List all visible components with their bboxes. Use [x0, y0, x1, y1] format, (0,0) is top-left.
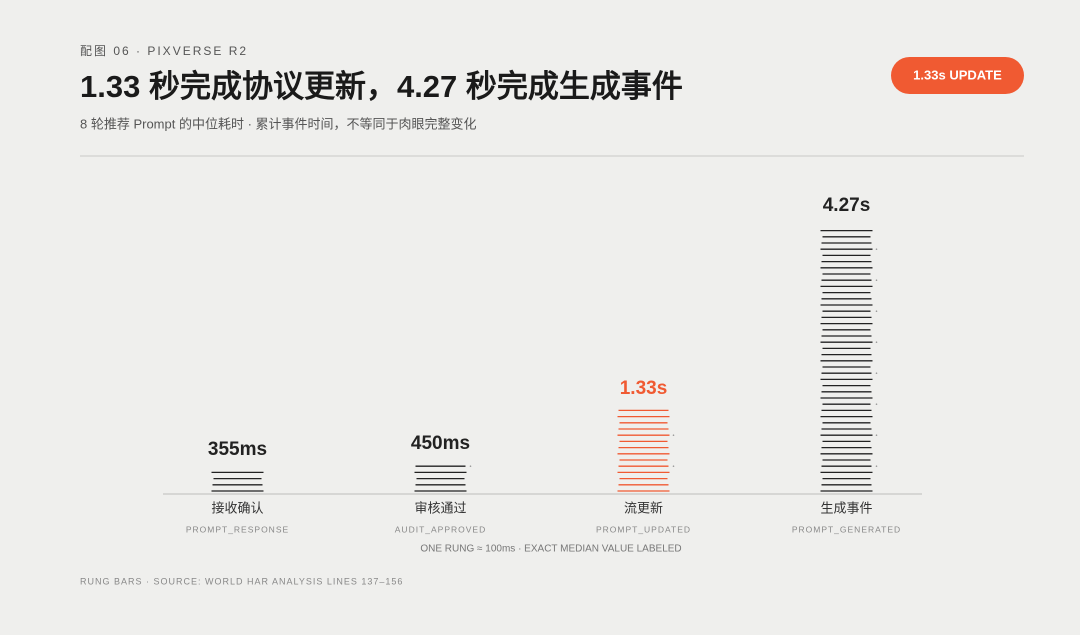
- badge-bg: [891, 57, 1024, 94]
- category-code: PROMPT_RESPONSE: [186, 524, 289, 534]
- value-label: 355ms: [208, 439, 267, 460]
- x-tick-label: 接收确认: [211, 500, 263, 515]
- category-code: AUDIT_APPROVED: [395, 524, 486, 534]
- x-tick-label: 审核通过: [414, 500, 466, 515]
- rung-dot: [875, 465, 878, 468]
- x-tick-label: 生成事件: [820, 500, 872, 515]
- category-code: PROMPT_GENERATED: [792, 524, 901, 534]
- rung-dot: [875, 279, 878, 282]
- rung-dot: [672, 434, 675, 437]
- value-label: 450ms: [411, 433, 470, 454]
- chart-title: 1.33 秒完成协议更新，4.27 秒完成生成事件: [80, 69, 683, 104]
- rung-dot: [469, 465, 472, 468]
- rung-bar: [414, 465, 472, 492]
- rung-dot: [875, 341, 878, 344]
- value-label: 1.33s: [620, 378, 668, 399]
- note: ONE RUNG ≈ 100ms · EXACT MEDIAN VALUE LA…: [420, 544, 681, 555]
- value-label: 4.27s: [823, 195, 871, 216]
- rung-dot: [875, 403, 878, 406]
- kicker: 配图 06 · PIXVERSE R2: [80, 44, 248, 58]
- category-code: PROMPT_UPDATED: [596, 524, 691, 534]
- x-tick-label: 流更新: [624, 500, 663, 515]
- badge: 1.33s UPDATE: [913, 67, 1002, 82]
- rung-bar: [617, 409, 675, 492]
- source: RUNG BARS · SOURCE: WORLD HAR ANALYSIS L…: [80, 576, 403, 586]
- rung-dot: [875, 372, 878, 375]
- rung-dot: [875, 248, 878, 250]
- rung-dot: [672, 465, 675, 468]
- rung-dot: [875, 434, 878, 437]
- rung-bar: [820, 229, 878, 492]
- subtitle: 8 轮推荐 Prompt 的中位耗时 · 累计事件时间，不等同于肉眼完整变化: [80, 116, 477, 131]
- rung-bar: [211, 471, 264, 492]
- rung-dot: [875, 310, 878, 313]
